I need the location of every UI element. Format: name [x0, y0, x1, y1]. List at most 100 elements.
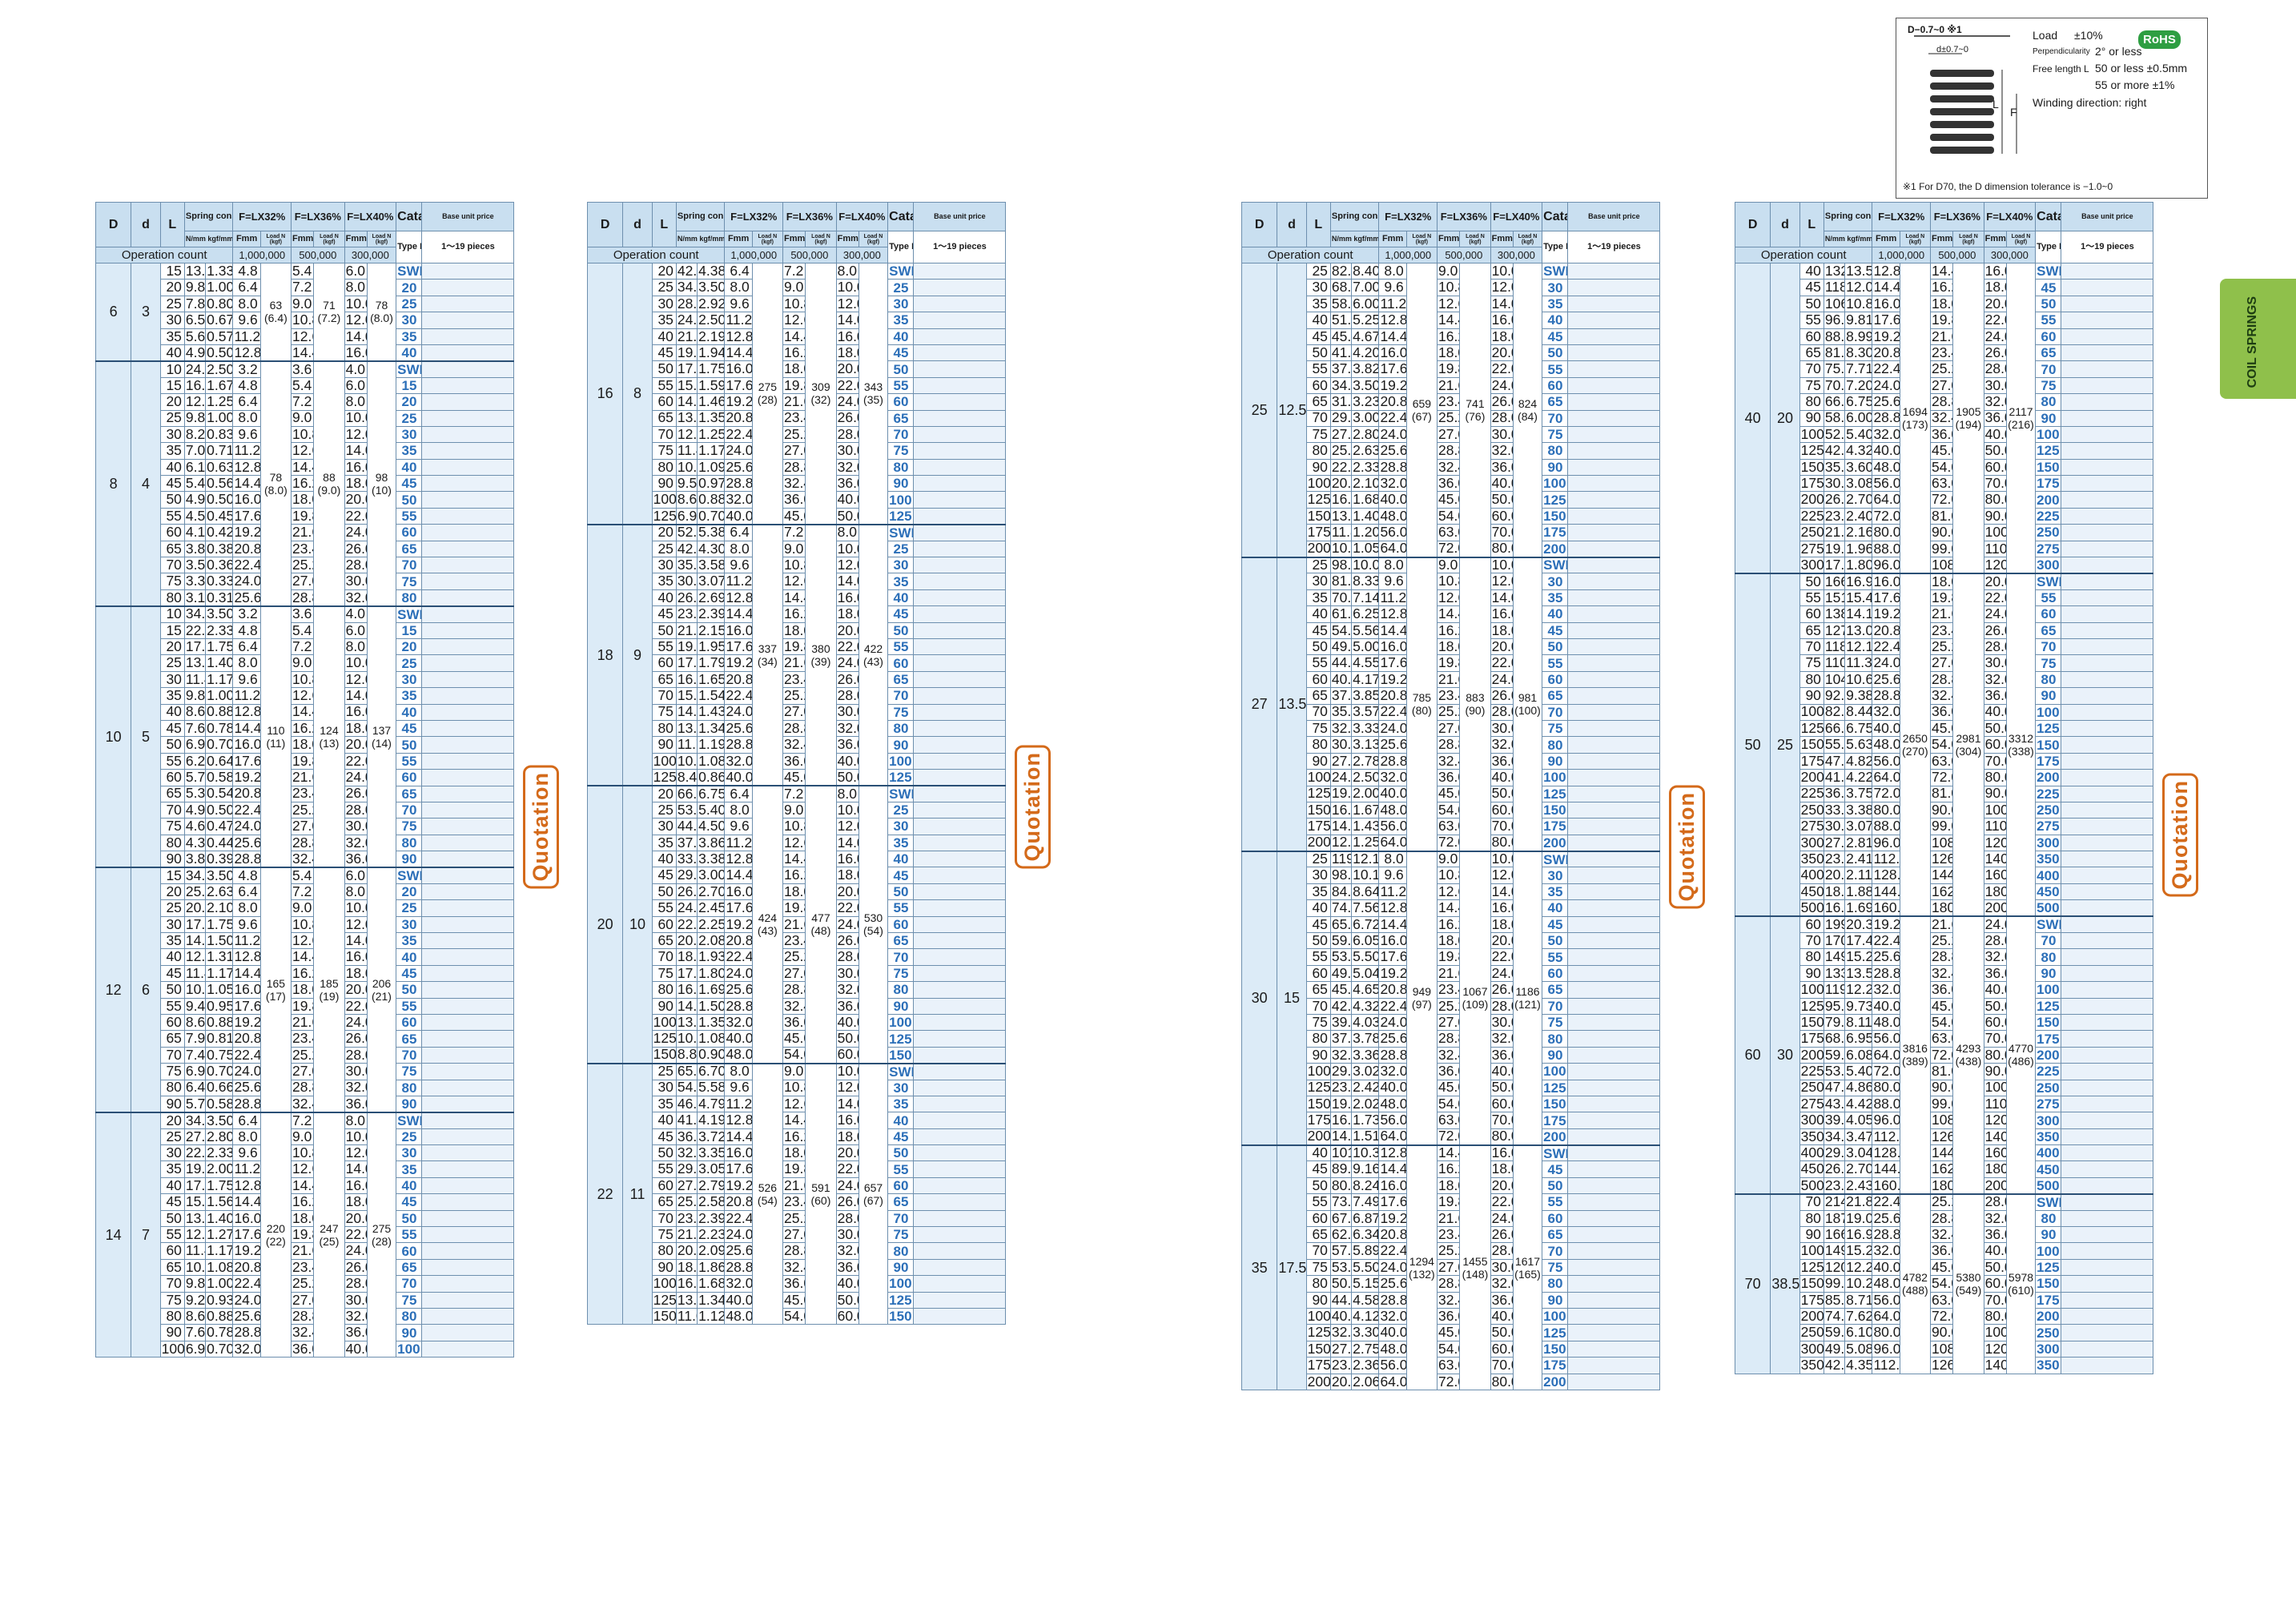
catalog-number[interactable]: 100	[887, 1013, 915, 1032]
catalog-number[interactable]: 55	[887, 638, 915, 656]
catalog-number[interactable]: 60	[2035, 328, 2062, 345]
catalog-number[interactable]: 75	[887, 964, 915, 983]
catalog-number[interactable]: 100	[887, 1275, 915, 1293]
catalog-number[interactable]: 80	[887, 1242, 915, 1260]
catalog-number[interactable]: 50	[1542, 1177, 1569, 1195]
catalog-number[interactable]: 25	[396, 654, 423, 672]
catalog-number[interactable]: 35	[396, 1160, 423, 1178]
catalog-number[interactable]: 55	[1542, 1193, 1569, 1211]
catalog-number[interactable]: 80	[1542, 442, 1569, 460]
catalog-number[interactable]: 350	[2035, 1357, 2062, 1374]
catalog-number[interactable]: 90	[887, 736, 915, 754]
catalog-number[interactable]: 200	[1542, 1128, 1569, 1146]
catalog-number[interactable]: 75	[396, 1291, 423, 1309]
catalog-number[interactable]: 70	[1542, 997, 1569, 1015]
catalog-number[interactable]: SWL25—25	[1542, 262, 1569, 280]
catalog-number[interactable]: 70	[2035, 638, 2062, 656]
catalog-number[interactable]: 60	[887, 1177, 915, 1195]
catalog-number[interactable]: 60	[1542, 376, 1569, 395]
catalog-number[interactable]: 45	[396, 719, 423, 738]
catalog-number[interactable]: 30	[396, 425, 423, 444]
catalog-number[interactable]: 125	[1542, 1324, 1569, 1341]
catalog-number[interactable]: 70	[396, 801, 423, 819]
catalog-number[interactable]: 70	[2035, 932, 2062, 950]
catalog-number[interactable]: 450	[2035, 883, 2062, 901]
catalog-number[interactable]: 30	[396, 312, 423, 329]
catalog-number[interactable]: 70	[887, 948, 915, 966]
catalog-number[interactable]: 100	[2035, 703, 2062, 721]
catalog-number[interactable]: 25	[396, 1128, 423, 1146]
catalog-number[interactable]: 100	[1542, 475, 1569, 493]
catalog-number[interactable]: 500	[2035, 1177, 2062, 1195]
catalog-number[interactable]: 75	[887, 1226, 915, 1244]
catalog-number[interactable]: 100	[396, 1340, 423, 1358]
catalog-number[interactable]: 35	[887, 573, 915, 590]
catalog-number[interactable]: 50	[396, 736, 423, 754]
catalog-number[interactable]: 70	[1542, 703, 1569, 721]
catalog-number[interactable]: 75	[1542, 719, 1569, 738]
catalog-number[interactable]: 125	[887, 507, 915, 525]
catalog-number[interactable]: 60	[887, 393, 915, 411]
catalog-number[interactable]: 80	[1542, 736, 1569, 754]
catalog-number[interactable]: 65	[396, 1030, 423, 1048]
catalog-number[interactable]: 25	[887, 801, 915, 819]
catalog-number[interactable]: 60	[1542, 964, 1569, 983]
catalog-number[interactable]: 50	[887, 883, 915, 901]
catalog-number[interactable]: 75	[2035, 654, 2062, 672]
catalog-number[interactable]: 45	[1542, 915, 1569, 934]
catalog-number[interactable]: 250	[2035, 524, 2062, 541]
catalog-number[interactable]: 45	[887, 867, 915, 884]
catalog-number[interactable]: 55	[1542, 654, 1569, 672]
catalog-number[interactable]: 25	[887, 279, 915, 296]
catalog-number[interactable]: 175	[1542, 818, 1569, 835]
catalog-number[interactable]: 30	[1542, 279, 1569, 296]
catalog-number[interactable]: 150	[2035, 1275, 2062, 1293]
catalog-number[interactable]: 55	[396, 507, 423, 525]
catalog-number[interactable]: SWL12—15	[396, 866, 423, 884]
catalog-number[interactable]: 35	[1542, 295, 1569, 313]
catalog-number[interactable]: 65	[1542, 1226, 1569, 1244]
catalog-number[interactable]: 300	[2035, 1112, 2062, 1129]
catalog-number[interactable]: 150	[887, 1046, 915, 1064]
catalog-number[interactable]: 45	[396, 1193, 423, 1211]
catalog-number[interactable]: 125	[2035, 1258, 2062, 1277]
catalog-number[interactable]: 80	[2035, 948, 2062, 966]
catalog-number[interactable]: 65	[887, 1193, 915, 1211]
catalog-number[interactable]: 75	[396, 573, 423, 590]
catalog-number[interactable]: 35	[396, 687, 423, 705]
catalog-number[interactable]: 30	[396, 670, 423, 689]
catalog-number[interactable]: 80	[396, 1307, 423, 1325]
catalog-number[interactable]: 90	[396, 1095, 423, 1113]
catalog-number[interactable]: 90	[2035, 687, 2062, 705]
catalog-number[interactable]: 40	[887, 589, 915, 607]
catalog-number[interactable]: 30	[396, 1144, 423, 1162]
catalog-number[interactable]: 60	[1542, 1209, 1569, 1228]
catalog-number[interactable]: 70	[396, 1275, 423, 1293]
catalog-number[interactable]: 35	[887, 1095, 915, 1113]
catalog-number[interactable]: 80	[396, 589, 423, 607]
catalog-number[interactable]: 30	[1542, 573, 1569, 590]
catalog-number[interactable]: 65	[887, 670, 915, 689]
catalog-number[interactable]: SWL27—25	[1542, 556, 1569, 574]
catalog-number[interactable]: 75	[1542, 425, 1569, 444]
catalog-number[interactable]: 65	[1542, 393, 1569, 411]
catalog-number[interactable]: 40	[1542, 605, 1569, 623]
catalog-number[interactable]: 50	[1542, 638, 1569, 656]
catalog-number[interactable]: 100	[887, 491, 915, 509]
catalog-number[interactable]: 150	[1542, 1095, 1569, 1113]
catalog-number[interactable]: 75	[396, 818, 423, 835]
catalog-number[interactable]: 45	[2035, 279, 2062, 296]
catalog-number[interactable]: 30	[887, 1079, 915, 1096]
catalog-number[interactable]: SWL8—10	[396, 360, 423, 378]
catalog-number[interactable]: 50	[396, 981, 423, 999]
catalog-number[interactable]: 15	[396, 621, 423, 639]
catalog-number[interactable]: 50	[887, 360, 915, 378]
catalog-number[interactable]: 250	[2035, 801, 2062, 819]
catalog-number[interactable]: 70	[2035, 360, 2062, 378]
catalog-number[interactable]: 60	[396, 769, 423, 786]
catalog-number[interactable]: SWL22—25	[887, 1062, 915, 1080]
catalog-number[interactable]: 100	[887, 752, 915, 770]
catalog-number[interactable]: SWL50—50	[2035, 572, 2062, 590]
catalog-number[interactable]: 225	[2035, 507, 2062, 525]
catalog-number[interactable]: 40	[1542, 312, 1569, 329]
